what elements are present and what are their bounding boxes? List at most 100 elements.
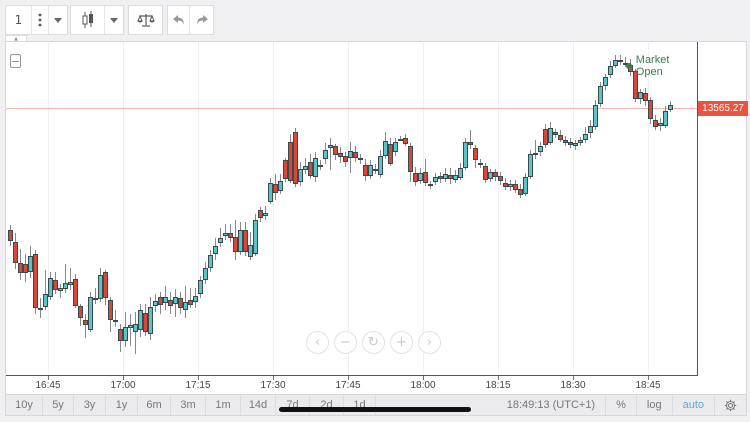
candle-down <box>308 162 313 176</box>
undo-button[interactable] <box>168 6 190 34</box>
candle-up <box>68 282 73 285</box>
candle-down <box>553 132 558 135</box>
candle-up <box>263 213 268 216</box>
candle-wick <box>85 314 86 338</box>
range-1m[interactable]: 1m <box>206 395 241 415</box>
chart-type-dropdown-button[interactable] <box>105 6 123 34</box>
log-label: log <box>646 399 662 411</box>
candle-up <box>368 165 373 176</box>
candle-up <box>453 175 458 180</box>
candle-down <box>518 189 523 195</box>
candle-down <box>438 176 443 179</box>
range-10y[interactable]: 10y <box>6 395 43 415</box>
grid-line <box>48 42 49 375</box>
candle-up <box>328 145 333 148</box>
candle-down <box>178 298 183 308</box>
interval-button[interactable]: 1 <box>6 6 32 34</box>
candle-up <box>533 153 538 155</box>
range-3y[interactable]: 3y <box>74 395 106 415</box>
x-axis: 16:45 17:00 17:15 17:30 17:45 18:00 18:15 18:30… <box>6 376 698 396</box>
scroll-right-button[interactable]: › <box>418 331 441 354</box>
range-5y[interactable]: 5y <box>43 395 74 415</box>
candlestick-icon <box>82 11 93 28</box>
range-6m[interactable]: 6m <box>138 395 171 415</box>
compare-button[interactable] <box>129 6 162 34</box>
candle-up <box>63 283 68 289</box>
range-3m[interactable]: 3m <box>171 395 206 415</box>
candle-up <box>163 297 168 303</box>
interval-dropdown-button[interactable] <box>49 6 67 34</box>
candle-down <box>143 313 148 332</box>
candle-down <box>503 183 508 187</box>
candle-up <box>138 310 143 330</box>
candle-up <box>378 156 383 175</box>
auto-toggle[interactable]: auto <box>671 395 714 415</box>
candle-up <box>608 66 613 75</box>
percent-toggle[interactable]: % <box>605 395 636 415</box>
range-1d[interactable]: 1d <box>344 395 376 415</box>
market-status-label: Market Open <box>635 54 670 78</box>
chart-type-button[interactable] <box>71 6 106 34</box>
grid-line <box>123 42 124 375</box>
settings-button[interactable] <box>714 395 746 415</box>
candle-up <box>418 173 423 181</box>
candle-up <box>538 146 543 152</box>
candle-up <box>443 174 448 179</box>
candle-up <box>598 86 603 104</box>
candle-down <box>158 297 163 305</box>
candle-up <box>298 169 303 182</box>
plot-area[interactable]: Market Open ‹ − ↻ + › <box>6 42 698 376</box>
range-7d[interactable]: 7d <box>276 395 310 415</box>
auto-label: auto <box>682 399 704 411</box>
bottom-right-controls: 18:49:13 (UTC+1) % log auto <box>497 395 746 415</box>
candle-down <box>543 129 548 145</box>
zoom-out-button[interactable]: − <box>334 331 357 354</box>
range-2d[interactable]: 2d <box>310 395 344 415</box>
range-selector: 10y 5y 3y 1y 6m 3m 1m 14d 7d 2d 1d <box>6 395 376 415</box>
x-tick <box>423 376 424 380</box>
compare-group <box>128 5 163 35</box>
candle-down <box>233 237 238 252</box>
candle-down <box>643 93 648 101</box>
panel-collapse-icon[interactable] <box>10 54 21 68</box>
history-group <box>167 5 214 35</box>
candle-up <box>88 297 93 330</box>
candle-down <box>653 120 658 127</box>
candle-up <box>383 141 388 156</box>
x-tick-label: 18:30 <box>560 380 586 391</box>
candle-down <box>8 230 13 241</box>
candle-down <box>343 156 348 162</box>
candle-down <box>618 60 623 62</box>
candle-wick <box>60 284 61 298</box>
candle-up <box>213 246 218 254</box>
candle-down <box>338 153 343 157</box>
candle-up <box>218 238 223 243</box>
grid-line <box>273 42 274 375</box>
toolbar-collapse-tab[interactable]: ▲ <box>5 35 27 42</box>
range-14d[interactable]: 14d <box>241 395 276 415</box>
current-price-tag: 13565.27 <box>698 101 748 116</box>
candle-wick <box>45 270 46 310</box>
candle-up <box>638 92 643 99</box>
scroll-left-button[interactable]: ‹ <box>306 331 329 354</box>
candle-down <box>483 166 488 180</box>
candle-down <box>258 210 263 218</box>
candle-down <box>648 100 653 119</box>
range-1y[interactable]: 1y <box>106 395 138 415</box>
candle-up <box>668 105 673 110</box>
zoom-in-button[interactable]: + <box>390 331 413 354</box>
candle-up <box>463 142 468 168</box>
candle-up <box>148 307 153 334</box>
candle-wick <box>625 57 626 67</box>
chart-panel: Market Open ‹ − ↻ + › 16:45 17:00 17:15 17:30 17… <box>5 41 748 396</box>
bottom-bar: 10y 5y 3y 1y 6m 3m 1m 14d 7d 2d 1d 18:49:13 (UTC+1… <box>5 394 747 416</box>
redo-button[interactable] <box>190 6 213 34</box>
log-toggle[interactable]: log <box>635 395 672 415</box>
chevron-down-icon <box>54 17 62 23</box>
candle-down <box>413 173 418 182</box>
candle-up <box>588 126 593 133</box>
candle-down <box>273 184 278 193</box>
reset-button[interactable]: ↻ <box>362 331 385 354</box>
more-button[interactable] <box>32 6 49 34</box>
candle-down <box>363 165 368 176</box>
